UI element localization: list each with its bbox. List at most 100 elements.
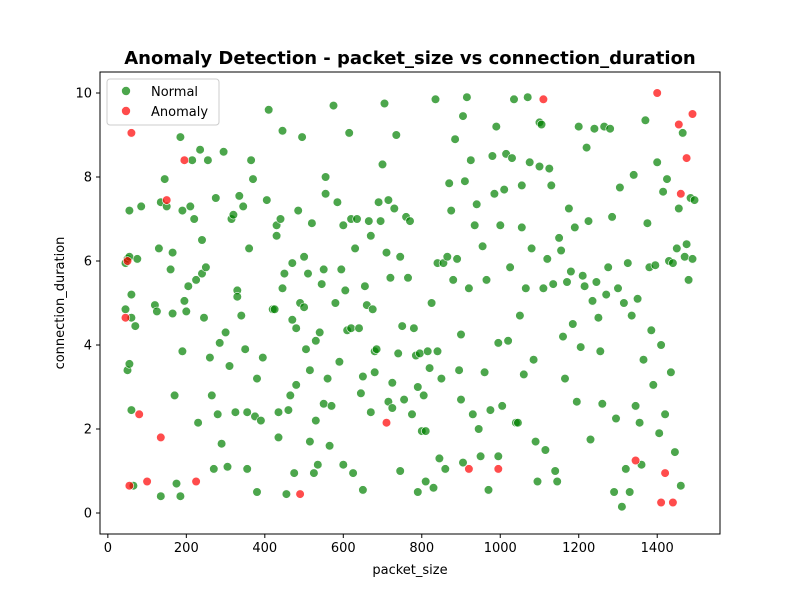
normal-point	[432, 346, 443, 356]
normal-point	[629, 170, 639, 180]
normal-point	[480, 367, 490, 377]
normal-point	[230, 407, 240, 417]
normal-point	[205, 353, 215, 363]
normal-point	[589, 124, 600, 134]
normal-point	[219, 147, 229, 157]
normal-point	[242, 407, 252, 417]
normal-point	[293, 206, 303, 216]
normal-point	[311, 416, 321, 426]
normal-point	[177, 346, 187, 356]
normal-point	[574, 121, 584, 132]
anomaly-point	[674, 119, 684, 130]
normal-point	[621, 464, 631, 474]
anomaly-point	[652, 88, 662, 98]
normal-point	[332, 197, 343, 207]
normal-point	[658, 187, 668, 197]
normal-point	[177, 206, 187, 216]
normal-point	[562, 277, 572, 287]
normal-point	[124, 206, 134, 216]
normal-point	[383, 195, 394, 205]
normal-point	[195, 145, 205, 155]
normal-point	[385, 273, 396, 283]
normal-point	[413, 382, 423, 392]
normal-point	[554, 233, 564, 243]
normal-point	[285, 390, 295, 401]
normal-point	[323, 374, 333, 384]
normal-point	[558, 332, 568, 342]
normal-point	[338, 460, 348, 470]
normal-point	[503, 336, 513, 346]
normal-point	[193, 418, 203, 428]
normal-point	[534, 161, 545, 172]
normal-point	[291, 380, 301, 390]
normal-point	[662, 174, 672, 184]
anomaly-point	[142, 476, 152, 487]
normal-point	[440, 464, 450, 474]
anomaly-point	[134, 409, 144, 419]
normal-point	[299, 302, 309, 312]
normal-point	[591, 277, 602, 287]
normal-point	[391, 130, 401, 140]
normal-point	[313, 460, 323, 470]
normal-point	[262, 195, 272, 205]
normal-point	[348, 468, 358, 478]
series-anomaly	[120, 88, 698, 508]
anomaly-point	[656, 497, 666, 508]
legend-anomaly-label: Anomaly	[151, 105, 208, 120]
normal-point	[507, 153, 517, 163]
normal-point	[646, 325, 656, 335]
normal-point	[330, 298, 341, 308]
normal-point	[517, 222, 527, 232]
normal-point	[425, 363, 435, 373]
normal-point	[495, 220, 505, 230]
legend-frame	[106, 78, 220, 126]
legend-normal-marker	[121, 86, 131, 96]
normal-point	[670, 447, 680, 457]
normal-point	[407, 409, 417, 419]
normal-point	[273, 407, 284, 417]
normal-point	[156, 491, 166, 501]
normal-point	[609, 487, 619, 497]
normal-point	[640, 115, 651, 125]
normal-point	[321, 189, 331, 199]
normal-point	[515, 311, 525, 321]
legend: Normal Anomaly	[106, 78, 220, 126]
normal-point	[556, 245, 566, 256]
normal-point	[654, 428, 664, 438]
y-tick-label: 10	[75, 87, 92, 102]
normal-point	[493, 451, 503, 461]
normal-point	[297, 132, 307, 142]
y-axis-ticks: 0 2 4 6 8 10	[75, 87, 100, 522]
normal-point	[560, 374, 570, 384]
normal-point	[544, 164, 554, 174]
normal-point	[283, 405, 294, 415]
anomaly-point	[687, 109, 698, 119]
normal-point	[648, 380, 658, 390]
normal-point	[493, 338, 503, 348]
normal-point	[364, 216, 374, 226]
normal-point	[405, 216, 415, 226]
normal-point	[291, 323, 301, 333]
normal-point	[395, 466, 405, 476]
normal-point	[409, 323, 419, 333]
normal-point	[366, 231, 376, 241]
normal-point	[258, 353, 268, 363]
normal-point	[601, 290, 611, 300]
legend-anomaly-marker	[121, 106, 131, 116]
normal-point	[372, 344, 382, 354]
normal-point	[203, 155, 213, 165]
anomaly-point	[681, 153, 692, 163]
normal-point	[248, 174, 258, 184]
normal-point	[538, 283, 549, 293]
normal-point	[160, 174, 170, 184]
normal-point	[376, 216, 386, 226]
normal-point	[519, 369, 529, 380]
normal-point	[303, 269, 313, 279]
normal-point	[605, 124, 615, 134]
normal-point	[617, 502, 627, 512]
normal-point	[470, 220, 480, 230]
normal-point	[181, 306, 191, 317]
anomaly-point	[179, 155, 189, 165]
x-axis-label: packet_size	[372, 563, 447, 578]
normal-point	[183, 281, 193, 291]
